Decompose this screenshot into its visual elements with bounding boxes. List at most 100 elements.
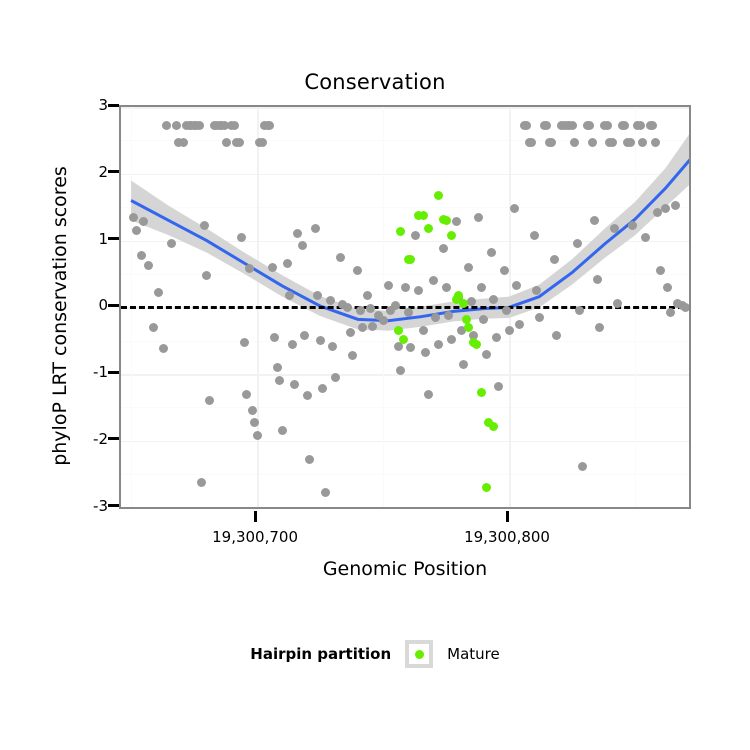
scatter-point — [433, 190, 443, 200]
scatter-point — [522, 121, 532, 131]
scatter-point — [547, 137, 557, 147]
x-tick-mark — [505, 511, 509, 522]
scatter-point — [325, 296, 335, 306]
scatter-point — [612, 299, 622, 309]
scatter-point — [587, 137, 597, 147]
scatter-point — [650, 137, 660, 147]
scatter-point — [161, 121, 171, 131]
scatter-point — [247, 406, 257, 416]
scatter-point — [529, 230, 539, 240]
scatter-point — [431, 312, 441, 322]
scatter-point — [499, 266, 509, 276]
scatter-point — [285, 290, 295, 300]
y-tick-mark — [108, 237, 119, 241]
scatter-point — [665, 308, 675, 318]
scatter-point — [590, 216, 600, 226]
y-tick-label: -1 — [93, 363, 108, 382]
x-tick-label: 19,300,800 — [464, 528, 550, 546]
scatter-point — [413, 210, 423, 220]
y-tick-label: -2 — [93, 429, 108, 448]
scatter-point — [330, 372, 340, 382]
scatter-point — [610, 224, 620, 234]
scatter-point — [441, 282, 451, 292]
scatter-point — [396, 227, 406, 237]
y-tick-mark — [108, 437, 119, 441]
scatter-point — [401, 282, 411, 292]
scatter-point — [222, 137, 232, 147]
scatter-point — [257, 137, 267, 147]
scatter-point — [320, 488, 330, 498]
scatter-point — [287, 339, 297, 349]
y-tick-label: -3 — [93, 496, 108, 515]
scatter-point — [245, 264, 254, 274]
scatter-point — [242, 389, 252, 399]
scatter-point — [348, 350, 358, 360]
scatter-point — [174, 137, 184, 147]
scatter-point — [567, 121, 577, 131]
scatter-point — [343, 302, 353, 312]
scatter-point — [305, 455, 315, 465]
scatter-point — [267, 262, 277, 272]
scatter-point — [489, 294, 499, 304]
gridline-horizontal — [121, 240, 689, 243]
scatter-point — [428, 276, 438, 286]
scatter-point — [290, 379, 300, 389]
scatter-point — [534, 312, 544, 322]
scatter-point — [648, 121, 658, 131]
scatter-point — [136, 250, 146, 260]
scatter-point — [446, 230, 456, 240]
y-axis: 3 2 1 0 -1 -2 -3 — [78, 96, 119, 515]
scatter-point — [197, 477, 207, 487]
scatter-point — [418, 210, 428, 220]
legend-label-mature: Mature — [447, 645, 500, 663]
scatter-point — [628, 221, 638, 231]
scatter-point — [265, 121, 275, 131]
gridline-horizontal-minor — [121, 207, 689, 209]
scatter-point — [368, 321, 378, 331]
gridline-horizontal — [121, 440, 689, 443]
scatter-point — [461, 314, 471, 324]
scatter-point — [355, 306, 365, 316]
scatter-point — [549, 254, 559, 264]
scatter-point — [433, 339, 443, 349]
plot-panel — [119, 105, 691, 509]
scatter-point — [489, 421, 499, 431]
scatter-point — [411, 230, 421, 240]
gridline-horizontal-minor — [121, 474, 689, 476]
scatter-point — [204, 396, 214, 406]
scatter-point — [275, 376, 285, 386]
scatter-point — [328, 341, 338, 351]
confidence-band-area — [131, 134, 689, 331]
scatter-point — [454, 290, 464, 300]
legend-key-mature[interactable] — [405, 640, 434, 668]
scatter-point — [680, 302, 689, 312]
scatter-point — [479, 314, 489, 324]
scatter-point — [391, 301, 401, 311]
page-title: Conservation — [304, 70, 446, 94]
scatter-point — [378, 316, 388, 326]
scatter-point — [413, 286, 423, 296]
scatter-point — [250, 417, 260, 427]
y-tick-label: 1 — [98, 229, 108, 248]
scatter-point — [406, 254, 416, 264]
scatter-point — [139, 217, 149, 227]
gridline-horizontal-minor — [121, 407, 689, 409]
scatter-point — [635, 121, 645, 131]
scatter-point — [272, 362, 282, 372]
scatter-point — [159, 344, 169, 354]
zero-reference-line — [121, 305, 689, 309]
scatter-point — [149, 322, 159, 332]
scatter-point — [154, 288, 164, 298]
scatter-point — [504, 326, 514, 336]
y-axis-label: phyloP LRT conservation scores — [49, 166, 71, 466]
scatter-point — [471, 339, 481, 349]
scatter-point — [486, 248, 496, 258]
scatter-point — [655, 266, 665, 276]
scatter-point — [292, 229, 302, 239]
scatter-point — [446, 334, 456, 344]
scatter-point — [234, 137, 244, 147]
scatter-point — [365, 304, 375, 314]
scatter-point — [552, 330, 562, 340]
scatter-point — [202, 270, 212, 280]
y-tick-label: 2 — [98, 162, 108, 181]
